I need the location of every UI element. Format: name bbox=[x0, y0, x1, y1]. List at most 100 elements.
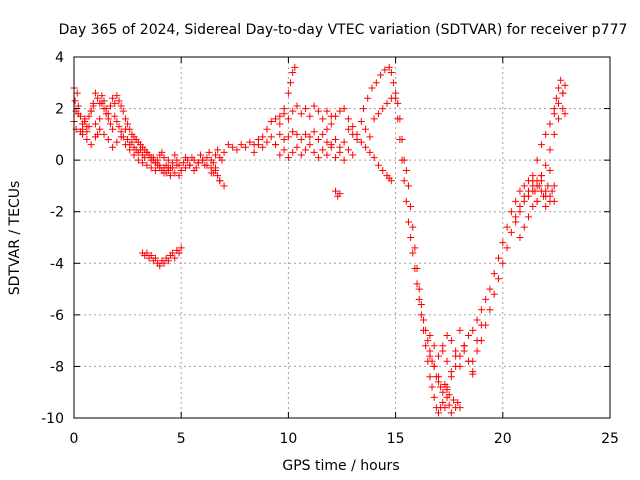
data-point bbox=[214, 146, 222, 154]
data-point bbox=[344, 125, 352, 133]
data-point bbox=[537, 141, 545, 149]
data-point bbox=[544, 182, 552, 190]
data-point bbox=[196, 151, 204, 159]
data-point bbox=[407, 203, 415, 211]
data-point bbox=[276, 130, 284, 138]
data-point bbox=[293, 102, 301, 110]
data-point bbox=[439, 388, 447, 396]
data-point bbox=[280, 146, 288, 154]
data-point bbox=[413, 264, 421, 272]
data-point bbox=[477, 306, 485, 314]
data-point bbox=[323, 125, 331, 133]
data-point bbox=[372, 79, 380, 87]
data-point bbox=[284, 89, 292, 97]
data-point bbox=[383, 99, 391, 107]
data-point bbox=[482, 295, 490, 303]
data-point bbox=[353, 130, 361, 138]
data-point bbox=[109, 94, 117, 102]
data-point bbox=[374, 161, 382, 169]
data-point bbox=[173, 161, 181, 169]
data-point bbox=[370, 154, 378, 162]
data-point bbox=[460, 342, 468, 350]
data-point bbox=[280, 136, 288, 144]
data-point bbox=[537, 187, 545, 195]
data-point bbox=[302, 105, 310, 113]
data-point bbox=[83, 128, 91, 136]
data-point bbox=[540, 192, 548, 200]
data-point bbox=[464, 331, 472, 339]
data-point bbox=[349, 123, 357, 131]
data-point bbox=[94, 94, 102, 102]
data-point bbox=[555, 84, 563, 92]
data-point bbox=[327, 120, 335, 128]
data-point bbox=[533, 197, 541, 205]
data-point bbox=[398, 136, 406, 144]
data-point bbox=[559, 89, 567, 97]
data-point bbox=[143, 161, 151, 169]
data-point bbox=[212, 151, 220, 159]
data-point bbox=[212, 166, 220, 174]
data-point bbox=[310, 128, 318, 136]
data-point bbox=[443, 383, 451, 391]
data-point bbox=[194, 159, 202, 167]
data-point bbox=[419, 316, 427, 324]
data-point bbox=[332, 187, 340, 195]
data-point bbox=[141, 154, 149, 162]
data-point bbox=[190, 156, 198, 164]
chart-title: Day 365 of 2024, Sidereal Day-to-day VTE… bbox=[59, 22, 628, 38]
data-point bbox=[469, 357, 477, 365]
data-point bbox=[171, 151, 179, 159]
data-point bbox=[79, 130, 87, 138]
data-point bbox=[340, 105, 348, 113]
data-point bbox=[362, 125, 370, 133]
data-point bbox=[280, 110, 288, 118]
data-point bbox=[156, 161, 164, 169]
x-tick-label: 5 bbox=[177, 431, 186, 447]
data-point bbox=[284, 154, 292, 162]
data-point bbox=[109, 125, 117, 133]
data-point bbox=[499, 239, 507, 247]
data-point bbox=[434, 352, 442, 360]
data-point bbox=[177, 166, 185, 174]
data-point bbox=[362, 143, 370, 151]
data-point bbox=[166, 172, 174, 180]
data-point bbox=[452, 347, 460, 355]
data-point bbox=[550, 197, 558, 205]
data-point bbox=[218, 156, 226, 164]
data-point bbox=[73, 89, 81, 97]
data-point bbox=[559, 105, 567, 113]
data-point bbox=[91, 120, 99, 128]
y-tick-labels: 4 2 0 -2 -4 -6 -8 -10 bbox=[41, 50, 64, 427]
data-point bbox=[529, 177, 537, 185]
x-tick-label: 10 bbox=[279, 431, 297, 447]
data-point bbox=[426, 331, 434, 339]
y-tick-label: -8 bbox=[50, 359, 64, 375]
data-point bbox=[561, 110, 569, 118]
data-point bbox=[179, 159, 187, 167]
data-point bbox=[434, 373, 442, 381]
data-point bbox=[516, 208, 524, 216]
data-point bbox=[512, 197, 520, 205]
data-point bbox=[104, 136, 112, 144]
data-point bbox=[276, 112, 284, 120]
data-point bbox=[413, 280, 421, 288]
data-point bbox=[447, 337, 455, 345]
data-point bbox=[171, 169, 179, 177]
data-point bbox=[454, 399, 462, 407]
data-point bbox=[477, 337, 485, 345]
data-point bbox=[224, 141, 232, 149]
data-point bbox=[439, 342, 447, 350]
data-point bbox=[186, 161, 194, 169]
data-point bbox=[85, 112, 93, 120]
data-point bbox=[272, 141, 280, 149]
data-point bbox=[164, 257, 172, 265]
data-point bbox=[473, 347, 481, 355]
data-point bbox=[96, 115, 104, 123]
data-point bbox=[151, 166, 159, 174]
y-tick-label: -4 bbox=[50, 256, 64, 272]
data-point bbox=[310, 148, 318, 156]
data-point bbox=[284, 115, 292, 123]
data-point bbox=[507, 228, 515, 236]
data-point bbox=[250, 148, 258, 156]
data-point bbox=[426, 352, 434, 360]
